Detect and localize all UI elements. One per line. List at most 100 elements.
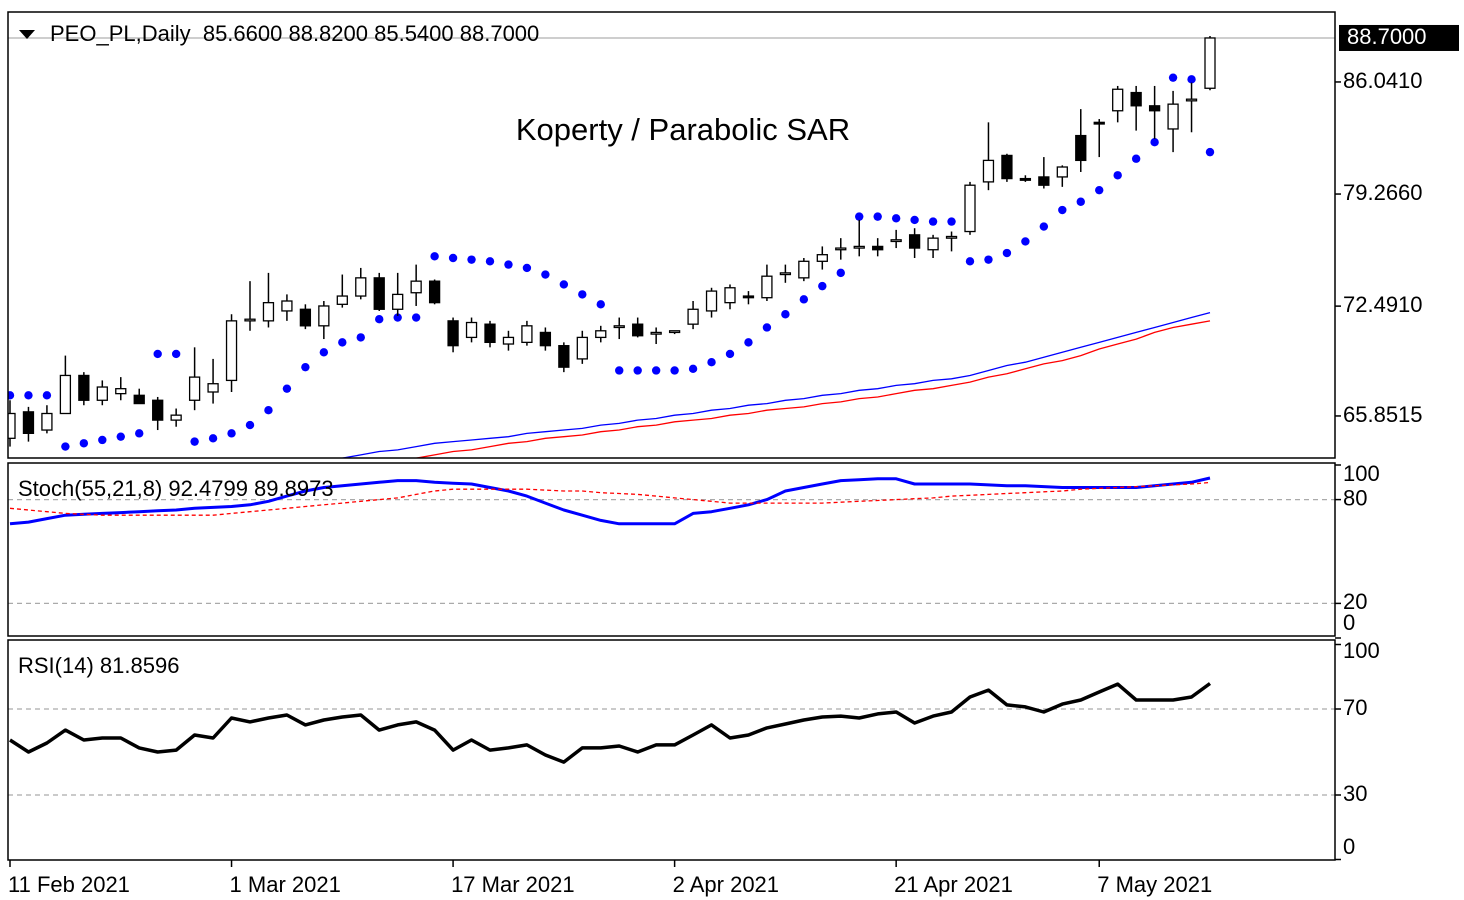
candle-body [318, 305, 330, 327]
candle-body [742, 295, 755, 299]
candle-body [761, 275, 773, 299]
candle-body [539, 331, 552, 347]
candle-body [927, 237, 939, 251]
sar-dot [1131, 154, 1141, 163]
sar-dot [430, 252, 439, 261]
candle-body [59, 374, 72, 415]
sar-dot [338, 338, 347, 347]
candle-body [299, 308, 312, 327]
candle-body [576, 336, 588, 360]
dropdown-arrow[interactable] [19, 30, 35, 39]
sar-dot [8, 391, 15, 400]
sar-dot [98, 435, 107, 445]
sar-dot [1002, 248, 1012, 258]
chart-title: PEO_PL,Daily 85.6600 88.8200 85.5400 88.… [50, 21, 539, 46]
candle-body [687, 308, 699, 325]
sar-dot [1021, 237, 1030, 246]
candle-body [392, 293, 404, 310]
x-tick-label: 11 Feb 2021 [8, 872, 130, 897]
sar-dot [301, 362, 310, 372]
rsi-panel-plot [8, 682, 1335, 796]
sar-dot [762, 323, 772, 332]
sar-dot [24, 391, 33, 400]
sar-dot [171, 349, 181, 359]
candle-body [22, 411, 35, 435]
sar-dot [190, 437, 199, 446]
sar-dot [836, 268, 845, 278]
sar-dot [1187, 75, 1196, 84]
sar-dot [135, 429, 144, 438]
sar-dot [42, 391, 52, 400]
sar-dot [282, 384, 292, 393]
sar-dot [1205, 147, 1215, 157]
candle-body [428, 280, 441, 304]
candle-body [595, 330, 607, 339]
sar-dot [670, 366, 679, 375]
sar-dot [375, 315, 384, 324]
candle-body [447, 320, 459, 347]
y-tick-label: 0 [1343, 834, 1355, 859]
candle-body [1001, 154, 1013, 180]
y-tick-label: 70 [1343, 695, 1367, 720]
stoch-panel-frame [7, 462, 1336, 637]
candle-body [207, 383, 219, 393]
candle-body [1112, 88, 1124, 112]
candle-body [1204, 37, 1216, 89]
candle-body [133, 394, 145, 405]
candle-body [1056, 166, 1068, 178]
candle-body [890, 239, 902, 243]
moving-average [342, 311, 1211, 458]
y-tick-label: 30 [1343, 781, 1367, 806]
y-tick-label: 20 [1343, 589, 1367, 614]
candle-body [465, 321, 478, 339]
sar-dot [1150, 137, 1159, 147]
sar-dot [910, 215, 919, 225]
candle-body [798, 260, 810, 279]
candle-body [853, 245, 865, 249]
sar-dot [615, 366, 624, 375]
annotation: Koperty / Parabolic SAR [516, 112, 850, 147]
moving-average [416, 320, 1211, 458]
sar-dot [725, 349, 735, 359]
axes: 86.0410 79.2660 72.4910 65.8515 PEO_PL,Daily… [8, 21, 1459, 897]
candle-body [982, 159, 995, 183]
sar-dot [818, 281, 827, 291]
x-tick-label: 2 Apr 2021 [673, 872, 779, 897]
stoch-panel-plot [8, 476, 1335, 605]
candle-body [502, 336, 515, 345]
sar-dot [744, 338, 753, 347]
candle-body [188, 376, 201, 401]
sar-dot [1113, 171, 1122, 180]
candle-body [558, 345, 570, 368]
sar-dot [855, 212, 864, 221]
sar-dot [1039, 222, 1049, 231]
sar-dot [1076, 197, 1085, 206]
sar-dot [688, 364, 698, 374]
price-panel-frame [7, 11, 1336, 459]
sar-dot [633, 366, 642, 375]
candle-body [336, 295, 348, 305]
candle-body [1093, 121, 1105, 125]
y-tick-label: 72.4910 [1343, 292, 1423, 317]
candle-body [908, 234, 921, 249]
sar-dot [559, 280, 569, 289]
candle-body [705, 290, 718, 312]
candle-body [816, 254, 828, 262]
sar-dot [873, 212, 882, 221]
sar-dot [208, 434, 218, 443]
candle-body [1185, 98, 1198, 102]
sar-dot [947, 217, 956, 226]
candle-body [1038, 176, 1050, 186]
sar-dot [1095, 185, 1104, 195]
candle-body [152, 399, 164, 421]
indicator-line [9, 481, 1211, 516]
x-tick-label: 21 Apr 2021 [894, 872, 1013, 897]
sar-dot [467, 255, 476, 264]
candle-body [484, 323, 496, 344]
sar-dot [1168, 73, 1178, 82]
x-tick-label: 7 May 2021 [1097, 872, 1212, 897]
candle-body [650, 331, 662, 335]
sar-dot [541, 270, 550, 279]
candle-body [872, 245, 884, 251]
